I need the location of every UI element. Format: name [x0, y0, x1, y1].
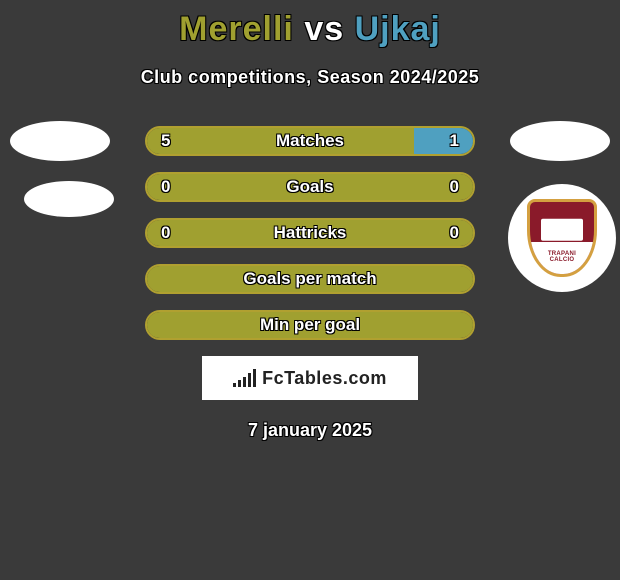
stat-label: Goals — [147, 177, 473, 197]
logo-bars-icon — [233, 369, 256, 387]
player2-club-badge: TRAPANI CALCIO — [508, 184, 616, 292]
player1-club-avatar — [24, 181, 114, 217]
stat-row: Min per goal — [145, 310, 475, 340]
date: 7 january 2025 — [0, 420, 620, 441]
subtitle: Club competitions, Season 2024/2025 — [0, 67, 620, 88]
stat-row: 00Hattricks — [145, 218, 475, 248]
comparison-title: Merelli vs Ujkaj — [0, 0, 620, 49]
stat-row: Goals per match — [145, 264, 475, 294]
player2-avatar — [510, 121, 610, 161]
stat-label: Min per goal — [147, 315, 473, 335]
stat-label: Matches — [147, 131, 473, 151]
badge-text-2: CALCIO — [550, 257, 575, 263]
player1-avatar — [10, 121, 110, 161]
stat-row: 51Matches — [145, 126, 475, 156]
player2-name: Ujkaj — [355, 10, 441, 48]
stat-label: Hattricks — [147, 223, 473, 243]
vs-text: vs — [304, 10, 344, 48]
player1-name: Merelli — [179, 10, 294, 48]
stat-label: Goals per match — [147, 269, 473, 289]
stats-area: TRAPANI CALCIO 51Matches 00Goals 00Hattric… — [0, 126, 620, 340]
badge-text-1: TRAPANI — [548, 251, 576, 257]
stat-row: 00Goals — [145, 172, 475, 202]
logo-text: FcTables.com — [262, 368, 387, 389]
club-shield-icon: TRAPANI CALCIO — [527, 199, 597, 277]
fctables-logo: FcTables.com — [202, 356, 418, 400]
